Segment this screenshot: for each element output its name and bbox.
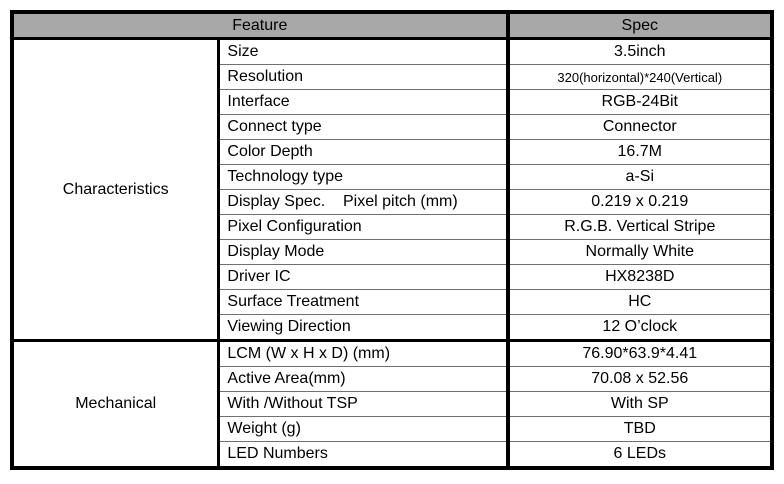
spec-cell-tsp: With SP xyxy=(505,391,772,417)
spec-cell-pixel-pitch: 0.219 x 0.219 xyxy=(505,189,772,215)
table-row: With /Without TSP With SP xyxy=(12,391,772,417)
table-row: Resolution 320(horizontal)*240(Vertical) xyxy=(12,64,772,90)
spec-cell-connect-type: Connector xyxy=(505,114,772,140)
spec-cell-color-depth: 16.7M xyxy=(505,139,772,165)
table-row: Surface Treatment HC xyxy=(12,289,772,315)
table-row: Display Spec. Pixel pitch (mm) 0.219 x 0… xyxy=(12,189,772,215)
feature-cell-resolution: Resolution xyxy=(218,64,508,90)
table-row: Connect type Connector xyxy=(12,114,772,140)
feature-cell-active-area: Active Area(mm) xyxy=(218,366,508,392)
table-row: Pixel Configuration R.G.B. Vertical Stri… xyxy=(12,214,772,240)
spec-cell-resolution: 320(horizontal)*240(Vertical) xyxy=(505,64,772,90)
group-cell-mechanical: Mechanical xyxy=(12,339,221,468)
feature-column-header: Feature xyxy=(12,12,508,40)
spec-cell-surface-treatment: HC xyxy=(505,289,772,315)
table-row: LED Numbers 6 LEDs xyxy=(12,441,772,468)
table-row: Technology type a-Si xyxy=(12,164,772,190)
spec-table: Feature Spec Characteristics Size 3.5inc… xyxy=(10,10,774,470)
spec-column-header: Spec xyxy=(505,12,772,40)
table-row: Driver IC HX8238D xyxy=(12,264,772,290)
header-row: Feature Spec xyxy=(12,12,772,40)
spec-cell-viewing-direction: 12 O’clock xyxy=(505,314,772,341)
feature-cell-size: Size xyxy=(218,37,508,65)
spec-cell-driver-ic: HX8238D xyxy=(505,264,772,290)
spec-cell-display-mode: Normally White xyxy=(505,239,772,265)
feature-cell-tsp: With /Without TSP xyxy=(218,391,508,417)
feature-cell-surface-treatment: Surface Treatment xyxy=(218,289,508,315)
feature-cell-technology-type: Technology type xyxy=(218,164,508,190)
feature-cell-display-mode: Display Mode xyxy=(218,239,508,265)
table-row: Characteristics Size 3.5inch xyxy=(12,37,772,341)
group-cell-characteristics: Characteristics xyxy=(12,37,221,341)
spec-cell-interface: RGB-24Bit xyxy=(505,89,772,115)
spec-cell-lcm-dimensions: 76.90*63.9*4.41 xyxy=(505,339,772,367)
feature-cell-viewing-direction: Viewing Direction xyxy=(218,314,508,341)
feature-cell-lcm-dimensions: LCM (W x H x D) (mm) xyxy=(218,339,508,367)
spec-cell-pixel-configuration: R.G.B. Vertical Stripe xyxy=(505,214,772,240)
feature-cell-weight: Weight (g) xyxy=(218,416,508,442)
feature-cell-color-depth: Color Depth xyxy=(218,139,508,165)
feature-cell-led-numbers: LED Numbers xyxy=(218,441,508,468)
spec-sheet: Feature Spec Characteristics Size 3.5inc… xyxy=(10,10,774,470)
feature-cell-connect-type: Connect type xyxy=(218,114,508,140)
table-row: Color Depth 16.7M xyxy=(12,139,772,165)
feature-cell-interface: Interface xyxy=(218,89,508,115)
table-row: Active Area(mm) 70.08 x 52.56 xyxy=(12,366,772,392)
table-row: Weight (g) TBD xyxy=(12,416,772,442)
feature-cell-pixel-pitch: Display Spec. Pixel pitch (mm) xyxy=(218,189,508,215)
spec-cell-led-numbers: 6 LEDs xyxy=(505,441,772,468)
table-row: Mechanical LCM (W x H x D) (mm) 76.90*63… xyxy=(12,339,772,468)
spec-cell-weight: TBD xyxy=(505,416,772,442)
spec-cell-active-area: 70.08 x 52.56 xyxy=(505,366,772,392)
table-row: Display Mode Normally White xyxy=(12,239,772,265)
table-row: Interface RGB-24Bit xyxy=(12,89,772,115)
feature-cell-driver-ic: Driver IC xyxy=(218,264,508,290)
table-row: Viewing Direction 12 O’clock xyxy=(12,314,772,341)
spec-cell-technology-type: a-Si xyxy=(505,164,772,190)
feature-cell-pixel-configuration: Pixel Configuration xyxy=(218,214,508,240)
spec-cell-size: 3.5inch xyxy=(505,37,772,65)
